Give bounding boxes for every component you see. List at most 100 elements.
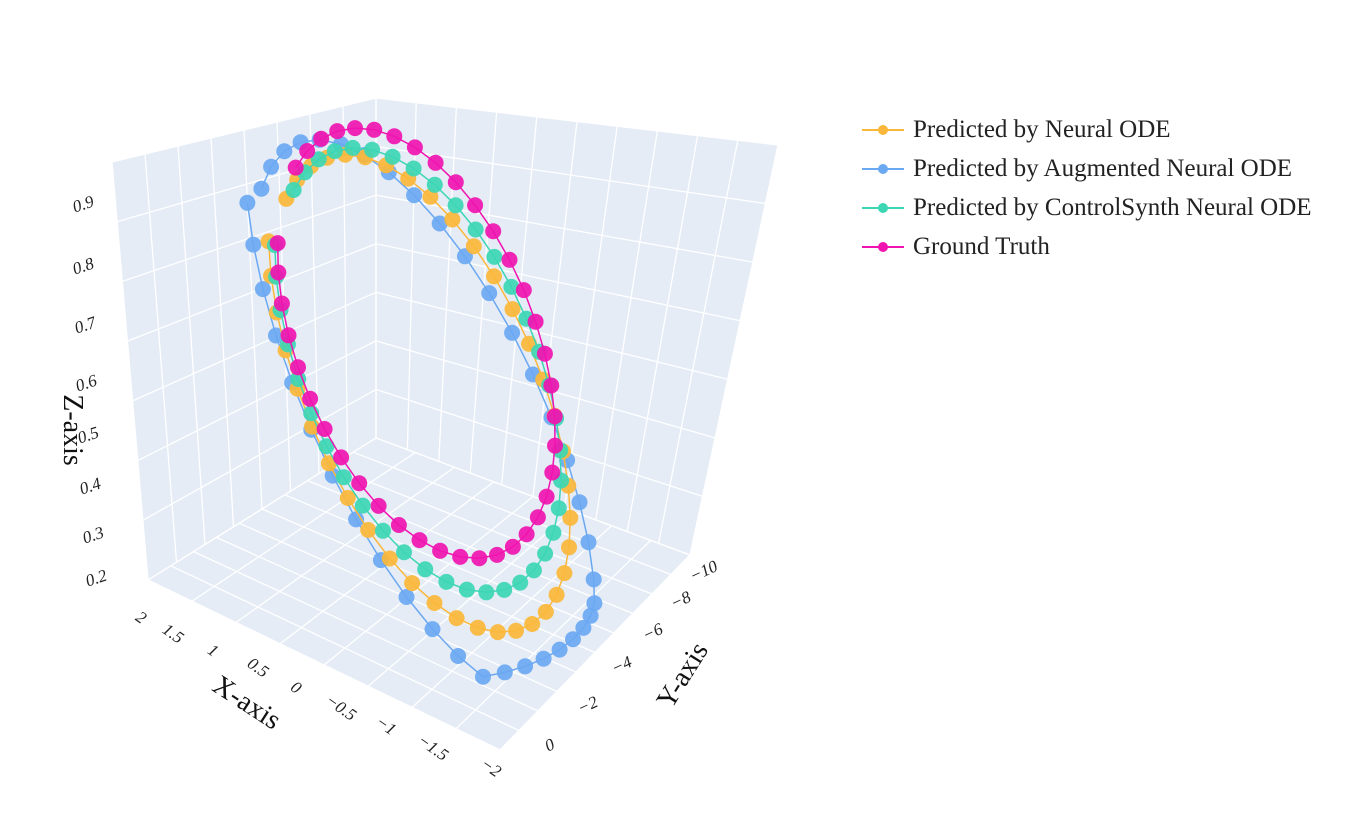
data-point[interactable] (586, 595, 603, 612)
data-point[interactable] (485, 223, 502, 240)
data-point[interactable] (525, 562, 542, 579)
data-point[interactable] (580, 534, 597, 551)
data-point[interactable] (268, 327, 284, 344)
data-point[interactable] (447, 197, 464, 214)
data-point[interactable] (253, 180, 270, 197)
data-point[interactable] (269, 235, 286, 252)
data-point[interactable] (381, 550, 398, 567)
data-point[interactable] (512, 574, 529, 591)
data-point[interactable] (545, 524, 562, 541)
data-point[interactable] (467, 221, 484, 238)
data-point[interactable] (465, 238, 482, 255)
data-point[interactable] (290, 359, 306, 376)
data-point[interactable] (417, 561, 434, 578)
data-point[interactable] (575, 619, 592, 636)
data-point[interactable] (515, 282, 532, 299)
data-point[interactable] (508, 622, 524, 639)
data-point[interactable] (571, 494, 588, 511)
data-point[interactable] (406, 187, 423, 204)
data-point[interactable] (348, 511, 365, 528)
data-point[interactable] (496, 664, 513, 681)
data-point[interactable] (548, 586, 565, 603)
data-point[interactable] (375, 522, 391, 539)
data-point[interactable] (245, 236, 262, 253)
data-point[interactable] (422, 188, 439, 205)
data-point[interactable] (339, 490, 356, 506)
data-point[interactable] (471, 550, 488, 567)
data-point[interactable] (504, 324, 521, 341)
data-point[interactable] (537, 603, 554, 620)
data-point[interactable] (458, 581, 475, 598)
data-point[interactable] (486, 268, 502, 285)
data-point[interactable] (546, 408, 563, 425)
data-point[interactable] (562, 509, 579, 526)
data-point[interactable] (405, 160, 422, 177)
data-point[interactable] (452, 548, 469, 565)
data-point[interactable] (535, 650, 552, 667)
data-point[interactable] (504, 301, 521, 318)
data-point[interactable] (386, 128, 403, 145)
data-point[interactable] (475, 668, 491, 685)
data-point[interactable] (344, 139, 361, 156)
data-point[interactable] (299, 143, 316, 159)
data-point[interactable] (318, 438, 335, 455)
data-point[interactable] (544, 464, 561, 481)
data-point[interactable] (424, 621, 441, 638)
data-point[interactable] (431, 215, 448, 232)
data-point[interactable] (550, 500, 567, 517)
data-point[interactable] (517, 658, 534, 675)
data-point[interactable] (390, 517, 407, 533)
data-point[interactable] (370, 497, 387, 514)
data-point[interactable] (329, 123, 346, 140)
data-point[interactable] (310, 151, 327, 168)
data-point[interactable] (287, 159, 304, 176)
data-point[interactable] (551, 641, 568, 658)
data-point[interactable] (254, 281, 271, 298)
data-point[interactable] (536, 345, 553, 362)
data-point[interactable] (426, 176, 443, 193)
legend-item-augmented-neural-ode[interactable]: Predicted by Augmented Neural ODE (860, 149, 1312, 188)
data-point[interactable] (406, 139, 423, 156)
data-point[interactable] (438, 573, 455, 590)
data-point[interactable] (273, 295, 290, 312)
data-point[interactable] (582, 607, 599, 624)
data-point[interactable] (366, 121, 383, 138)
data-point[interactable] (290, 371, 307, 387)
data-point[interactable] (313, 130, 330, 147)
data-point[interactable] (427, 154, 444, 171)
data-point[interactable] (354, 497, 371, 514)
data-point[interactable] (326, 143, 343, 160)
data-point[interactable] (527, 313, 544, 330)
data-point[interactable] (320, 455, 337, 472)
data-point[interactable] (444, 211, 461, 228)
data-point[interactable] (448, 610, 465, 627)
legend-item-neural-ode[interactable]: Predicted by Neural ODE (860, 110, 1312, 149)
data-point[interactable] (432, 542, 449, 559)
data-point[interactable] (467, 197, 484, 214)
data-point[interactable] (538, 488, 555, 505)
data-point[interactable] (285, 182, 302, 198)
data-point[interactable] (450, 648, 467, 664)
data-point[interactable] (364, 141, 381, 158)
data-point[interactable] (360, 522, 377, 538)
data-point[interactable] (426, 595, 443, 611)
data-point[interactable] (503, 278, 520, 295)
data-point[interactable] (585, 571, 602, 588)
data-point[interactable] (524, 616, 541, 632)
data-point[interactable] (351, 475, 368, 492)
data-point[interactable] (333, 449, 350, 466)
data-point[interactable] (384, 148, 401, 165)
data-point[interactable] (556, 565, 573, 582)
data-point[interactable] (561, 539, 577, 556)
data-point[interactable] (547, 437, 563, 454)
data-point[interactable] (537, 545, 554, 562)
data-point[interactable] (447, 174, 464, 191)
data-point[interactable] (263, 158, 280, 175)
data-point[interactable] (398, 589, 415, 605)
data-point[interactable] (239, 194, 256, 211)
data-point[interactable] (504, 538, 521, 555)
data-point[interactable] (335, 469, 352, 486)
data-point[interactable] (481, 285, 498, 302)
data-point[interactable] (396, 544, 412, 561)
legend-item-controlsynth-neural-ode[interactable]: Predicted by ControlSynth Neural ODE (860, 188, 1312, 227)
